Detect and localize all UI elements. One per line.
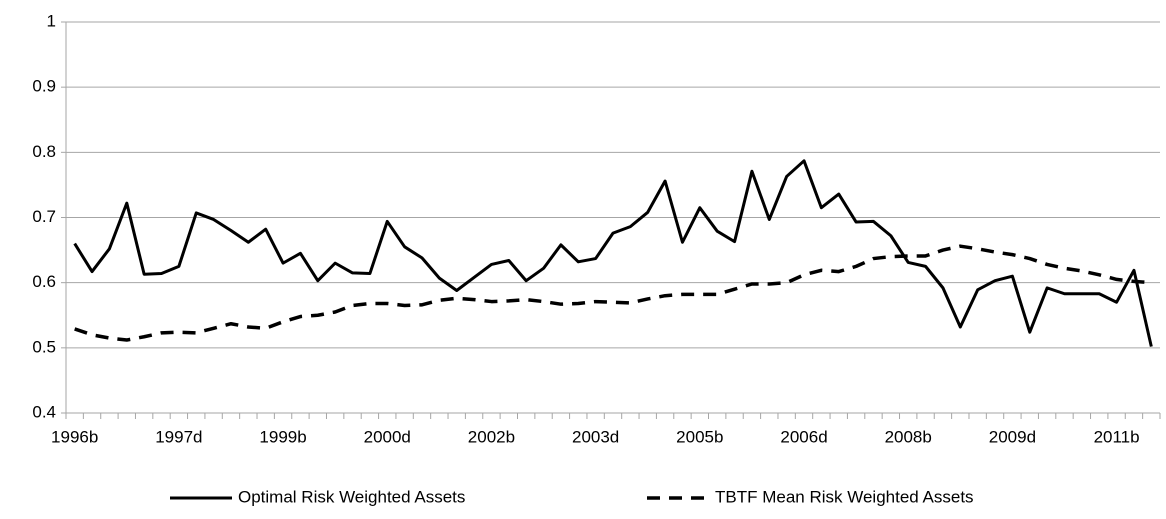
x-tick-label: 2011b: [1094, 427, 1140, 446]
x-tick-label: 2002b: [468, 427, 515, 446]
y-tick-label: 0.9: [32, 77, 56, 96]
x-tick-label: 2003d: [572, 427, 619, 446]
y-tick-label: 0.6: [32, 272, 56, 291]
x-tick-label: 1997d: [155, 427, 202, 446]
legend-label: Optimal Risk Weighted Assets: [238, 487, 465, 506]
x-tick-label: 2008b: [885, 427, 932, 446]
x-tick-label: 2009d: [989, 427, 1036, 446]
x-tick-label: 1996b: [51, 427, 98, 446]
y-tick-label: 0.5: [32, 337, 56, 356]
y-tick-label: 0.4: [32, 402, 56, 421]
x-tick-label: 2006d: [780, 427, 827, 446]
x-tick-label: 2005b: [676, 427, 723, 446]
y-tick-label: 0.7: [32, 207, 56, 226]
x-tick-label: 2000d: [364, 427, 411, 446]
y-tick-label: 1: [47, 11, 56, 30]
y-tick-label: 0.8: [32, 142, 56, 161]
series-line: [74, 244, 1152, 342]
x-tick-label: 1999b: [259, 427, 306, 446]
legend-label: TBTF Mean Risk Weighted Assets: [715, 487, 974, 506]
series-line: [73, 159, 1153, 347]
